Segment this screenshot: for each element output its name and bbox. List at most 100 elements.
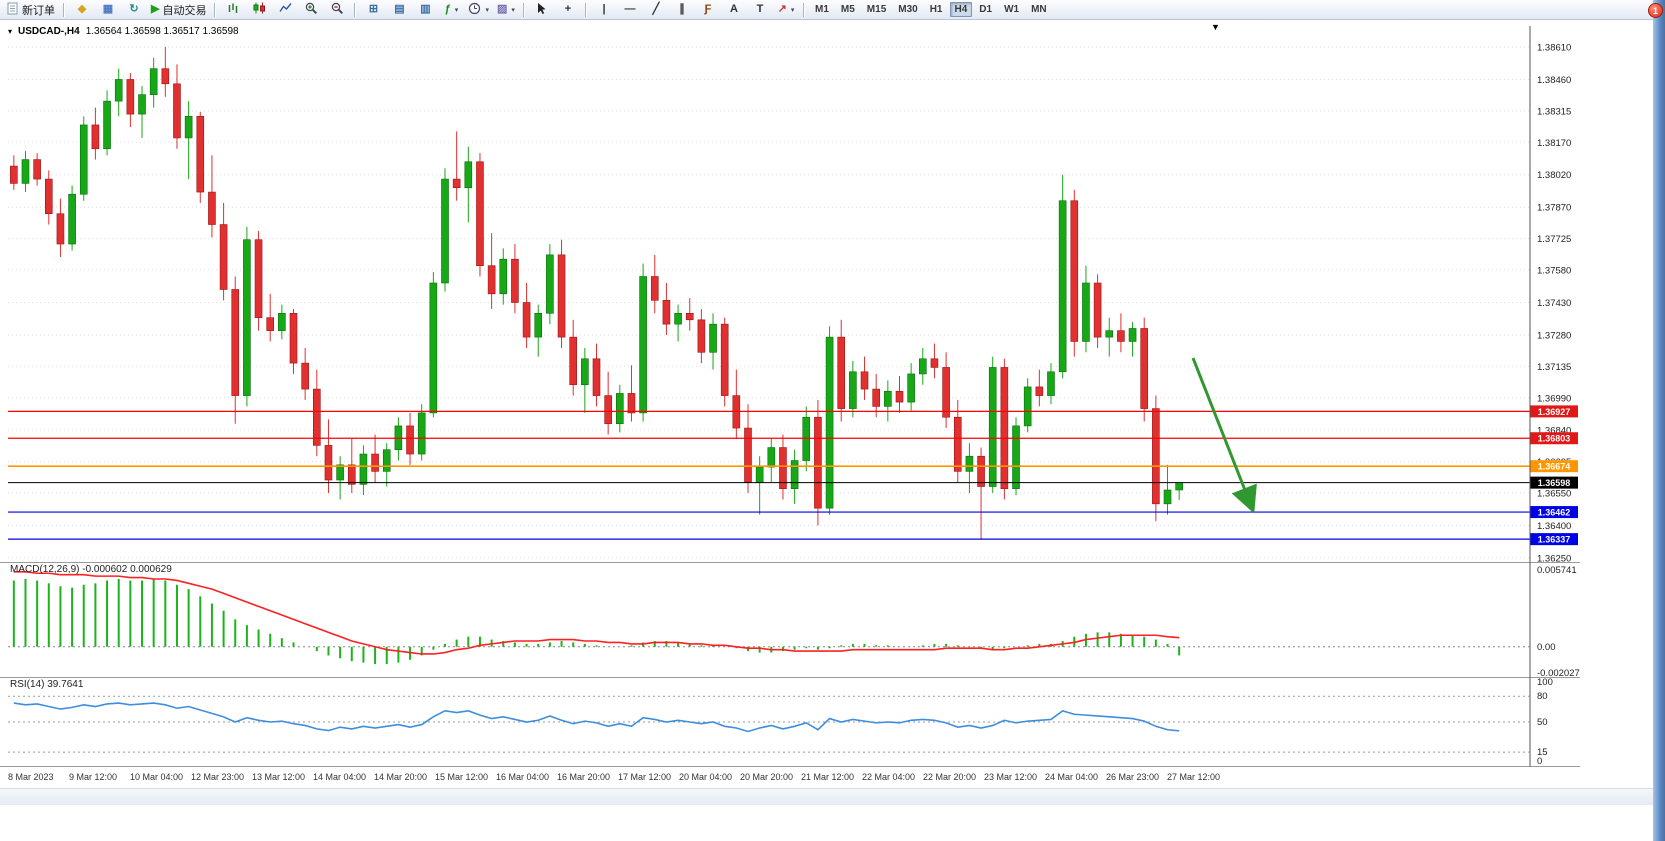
timeframe-button-m30[interactable]: M30 xyxy=(898,4,918,15)
timeframe-button-m15[interactable]: M15 xyxy=(866,4,887,15)
horizontal-lines xyxy=(8,410,1530,540)
channel-button[interactable]: ∥ xyxy=(669,0,695,20)
timeframe-button-h4[interactable]: H4 xyxy=(949,2,973,17)
timeframe-button-mn[interactable]: MN xyxy=(1031,4,1047,15)
svg-text:13 Mar 12:00: 13 Mar 12:00 xyxy=(252,772,305,782)
candle xyxy=(872,373,880,418)
line-chart-type-button[interactable] xyxy=(272,0,298,20)
candle xyxy=(1023,378,1032,433)
candle xyxy=(942,352,950,429)
candle xyxy=(639,263,647,422)
svg-text:12 Mar 23:00: 12 Mar 23:00 xyxy=(191,772,244,782)
candle xyxy=(56,198,65,258)
svg-text:80: 80 xyxy=(1537,691,1548,702)
vertical-line-icon: | xyxy=(602,3,606,15)
macd-pane: 0.005741 0.00 -0.002027 xyxy=(8,565,1580,679)
autotrading-button-label: 自动交易 xyxy=(162,4,207,17)
tile-windows-button[interactable]: ⊞ xyxy=(360,0,386,20)
indicators-button[interactable]: ƒ ▾ xyxy=(438,0,464,20)
svg-text:50: 50 xyxy=(1537,717,1548,728)
candle xyxy=(592,343,601,407)
crosshair-icon: + xyxy=(564,3,572,15)
arrange-windows-button[interactable]: ▥ xyxy=(412,0,438,20)
candle xyxy=(744,404,752,494)
candle xyxy=(1012,417,1020,496)
svg-text:1.37870: 1.37870 xyxy=(1537,203,1571,214)
timeframe-button-m5[interactable]: M5 xyxy=(840,4,855,15)
candle xyxy=(324,419,333,494)
symbol-timeframe-label: USDCAD-,H4 xyxy=(18,26,80,37)
trend-arrow[interactable] xyxy=(1191,357,1257,514)
candle xyxy=(149,57,158,108)
candle xyxy=(907,363,915,411)
notification-badge[interactable]: 1 xyxy=(1648,3,1663,18)
candle xyxy=(977,447,985,540)
refresh-icon-button[interactable]: ↻ xyxy=(121,0,147,20)
chart-menu-icon[interactable]: ▾ xyxy=(8,27,13,36)
candle xyxy=(1163,464,1172,515)
candle xyxy=(231,276,240,424)
svg-text:1.38460: 1.38460 xyxy=(1537,75,1571,86)
candlestick-type-button[interactable] xyxy=(246,0,272,20)
zoom-in-button[interactable] xyxy=(298,0,324,20)
scroll-to-end-marker[interactable]: ▼ xyxy=(1211,22,1220,32)
candle xyxy=(802,406,811,472)
timeframe-button-d1[interactable]: D1 xyxy=(979,4,993,15)
candle xyxy=(476,153,484,277)
candle xyxy=(895,376,904,413)
svg-text:1.38170: 1.38170 xyxy=(1537,138,1571,149)
candle xyxy=(313,369,321,457)
timeframe-button-m1[interactable]: M1 xyxy=(814,4,829,15)
window-right-border xyxy=(1653,0,1665,841)
svg-text:1.38610: 1.38610 xyxy=(1537,43,1571,54)
toolbar-separator xyxy=(802,2,805,17)
svg-text:8 Mar 2023: 8 Mar 2023 xyxy=(8,772,54,782)
line-chart-type-icon xyxy=(279,2,292,17)
candle xyxy=(837,319,846,422)
candle xyxy=(452,131,461,201)
timeframe-button-h1[interactable]: H1 xyxy=(929,4,943,15)
periods-button[interactable]: ▾ xyxy=(464,0,493,20)
crosshair-button[interactable]: + xyxy=(555,0,581,20)
fibonacci-button[interactable]: Ƒ xyxy=(695,0,721,20)
svg-text:1.36598: 1.36598 xyxy=(1538,478,1571,488)
cursor-button[interactable] xyxy=(529,0,555,20)
candle xyxy=(569,319,577,396)
candle xyxy=(336,456,344,500)
price-tag-1.36598: 1.36598 xyxy=(1530,476,1578,489)
candle xyxy=(394,417,403,461)
navigator-icon-button[interactable]: ◆ xyxy=(69,0,95,20)
horizontal-scrollbar[interactable] xyxy=(0,788,1653,805)
bar-chart-type-icon xyxy=(227,2,239,17)
autotrading-button[interactable]: ▶ 自动交易 xyxy=(147,0,210,20)
candle xyxy=(301,347,309,400)
bar-chart-type-button[interactable] xyxy=(220,0,246,20)
zoom-out-button[interactable] xyxy=(324,0,350,20)
trendline-button[interactable]: ╱ xyxy=(643,0,669,20)
autotrading-icon: ▶ xyxy=(151,3,160,15)
svg-text:0: 0 xyxy=(1537,756,1542,767)
timeframe-button-w1[interactable]: W1 xyxy=(1004,4,1020,15)
label-button[interactable]: T xyxy=(747,0,773,20)
cascade-windows-button[interactable]: ▤ xyxy=(386,0,412,20)
horizontal-line-button[interactable]: — xyxy=(617,0,643,20)
candle xyxy=(965,443,974,494)
candle xyxy=(627,365,636,422)
arrows-button[interactable]: ↗ ▾ xyxy=(773,0,799,20)
tile-windows-icon: ⊞ xyxy=(368,3,379,15)
text-button[interactable]: A xyxy=(721,0,747,20)
candle xyxy=(382,443,391,487)
market-watch-icon-button[interactable]: ▦ xyxy=(95,0,121,20)
candle xyxy=(21,150,30,193)
templates-button[interactable]: ▨ ▾ xyxy=(493,0,519,20)
candle xyxy=(68,185,76,251)
fibonacci-icon: Ƒ xyxy=(704,3,712,15)
price-gridlines xyxy=(8,46,1530,559)
vertical-line-button[interactable]: | xyxy=(591,0,617,20)
candle xyxy=(173,64,181,149)
candle xyxy=(487,233,496,309)
svg-text:15: 15 xyxy=(1537,747,1548,758)
candles-series xyxy=(10,47,1183,540)
svg-text:1.37135: 1.37135 xyxy=(1537,362,1571,373)
new-order-button[interactable]: 新订单 xyxy=(3,0,59,20)
